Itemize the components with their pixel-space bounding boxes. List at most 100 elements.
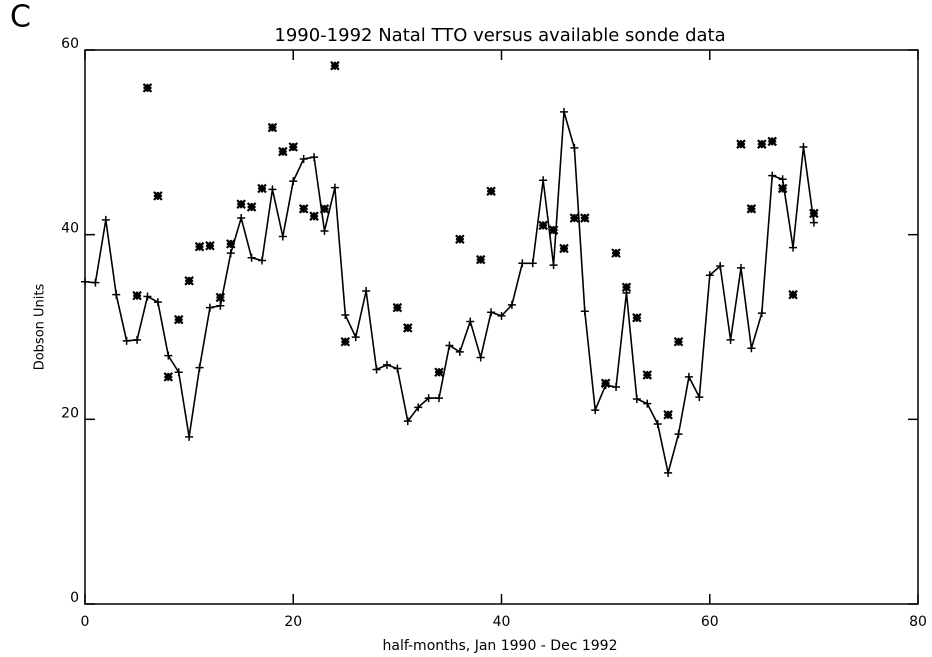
plus-marker bbox=[559, 107, 568, 116]
plus-marker bbox=[591, 406, 600, 415]
panel-label: C bbox=[10, 0, 31, 35]
plus-marker bbox=[153, 298, 162, 307]
plus-marker bbox=[507, 300, 516, 309]
plus-marker bbox=[424, 394, 433, 403]
asterisk-marker bbox=[173, 314, 184, 325]
plus-marker bbox=[518, 259, 527, 268]
y-tick-label: 60 bbox=[61, 36, 79, 52]
asterisk-marker bbox=[486, 186, 496, 197]
asterisk-marker bbox=[746, 204, 757, 214]
plus-marker bbox=[664, 468, 673, 477]
plus-marker bbox=[216, 301, 225, 310]
plus-marker bbox=[726, 335, 735, 344]
asterisk-marker bbox=[548, 225, 559, 235]
asterisk-marker bbox=[580, 213, 590, 223]
asterisk-marker bbox=[642, 370, 653, 380]
asterisk-marker bbox=[600, 378, 611, 389]
asterisk-marker bbox=[559, 243, 569, 254]
plus-marker bbox=[237, 214, 246, 223]
asterisk-marker bbox=[278, 146, 288, 157]
plus-marker bbox=[341, 310, 350, 319]
plus-marker bbox=[778, 175, 787, 184]
asterisk-marker bbox=[767, 136, 778, 147]
asterisk-marker bbox=[142, 83, 153, 93]
plus-marker bbox=[716, 262, 725, 271]
series-line bbox=[84, 111, 815, 474]
asterisk-marker bbox=[340, 336, 351, 347]
plus-marker bbox=[268, 185, 277, 194]
asterisk-marker bbox=[205, 240, 215, 251]
asterisk-marker bbox=[455, 234, 465, 245]
plus-marker bbox=[289, 177, 298, 186]
asterisk-marker bbox=[403, 323, 413, 333]
chart-title: 1990-1992 Natal TTO versus available son… bbox=[274, 25, 725, 46]
asterisk-marker bbox=[330, 60, 340, 71]
asterisk-marker bbox=[225, 239, 236, 249]
plus-marker bbox=[653, 419, 662, 428]
x-tick-label: 0 bbox=[81, 614, 90, 630]
plus-marker bbox=[497, 311, 506, 320]
plus-marker bbox=[414, 403, 423, 412]
asterisk-marker bbox=[475, 254, 486, 265]
asterisk-marker bbox=[569, 213, 580, 223]
plus-marker bbox=[539, 176, 548, 185]
x-tick-label: 80 bbox=[909, 614, 927, 630]
plus-marker bbox=[799, 142, 808, 151]
plus-marker bbox=[695, 393, 704, 402]
asterisk-marker bbox=[215, 292, 226, 303]
asterisk-marker bbox=[319, 204, 330, 214]
asterisk-marker bbox=[153, 191, 163, 201]
plus-marker bbox=[112, 290, 121, 299]
plus-marker bbox=[299, 154, 308, 163]
y-tick-label: 40 bbox=[61, 221, 79, 237]
plus-marker bbox=[549, 261, 558, 270]
asterisk-marker bbox=[663, 409, 673, 420]
plot-frame bbox=[84, 49, 919, 605]
plus-marker bbox=[310, 153, 319, 162]
y-tick-label: 0 bbox=[70, 590, 79, 606]
plus-marker bbox=[403, 417, 412, 426]
asterisk-marker bbox=[538, 220, 548, 231]
x-tick-label: 60 bbox=[701, 614, 719, 630]
plus-marker bbox=[747, 344, 756, 353]
plus-marker bbox=[91, 278, 100, 287]
asterisk-marker bbox=[621, 282, 632, 293]
asterisk-marker bbox=[184, 276, 194, 286]
plus-marker bbox=[195, 363, 204, 372]
plus-marker bbox=[528, 259, 537, 268]
plus-marker bbox=[101, 215, 110, 224]
plus-marker bbox=[570, 143, 579, 152]
x-tick-label: 20 bbox=[284, 614, 302, 630]
asterisk-marker bbox=[777, 183, 788, 194]
asterisk-marker bbox=[809, 208, 819, 219]
plus-marker bbox=[580, 307, 589, 316]
plus-marker bbox=[757, 309, 766, 318]
plus-marker bbox=[674, 430, 683, 439]
plus-marker bbox=[684, 372, 693, 381]
asterisk-marker bbox=[788, 289, 798, 300]
asterisk-marker bbox=[288, 142, 299, 152]
plus-marker bbox=[81, 277, 89, 286]
plus-marker bbox=[632, 395, 641, 404]
asterisk-marker bbox=[246, 202, 257, 212]
plus-marker bbox=[455, 347, 464, 356]
asterisk-marker bbox=[632, 312, 642, 323]
plus-marker bbox=[736, 263, 745, 272]
plus-marker bbox=[258, 256, 267, 265]
asterisk-marker bbox=[132, 290, 142, 301]
plus-marker bbox=[612, 383, 621, 392]
x-tick-label: 40 bbox=[493, 614, 511, 630]
asterisk-marker bbox=[611, 248, 621, 258]
asterisk-marker bbox=[757, 139, 767, 149]
plus-marker bbox=[809, 218, 818, 227]
asterisk-marker bbox=[163, 372, 174, 382]
asterisk-marker bbox=[267, 122, 278, 133]
plus-marker bbox=[362, 286, 371, 295]
asterisk-marker bbox=[309, 211, 319, 221]
plus-marker bbox=[445, 341, 454, 350]
asterisk-marker bbox=[392, 302, 403, 313]
x-axis-label: half-months, Jan 1990 - Dec 1992 bbox=[383, 638, 618, 654]
asterisk-marker bbox=[736, 139, 746, 149]
plus-marker bbox=[133, 335, 142, 344]
plus-marker bbox=[174, 368, 183, 377]
